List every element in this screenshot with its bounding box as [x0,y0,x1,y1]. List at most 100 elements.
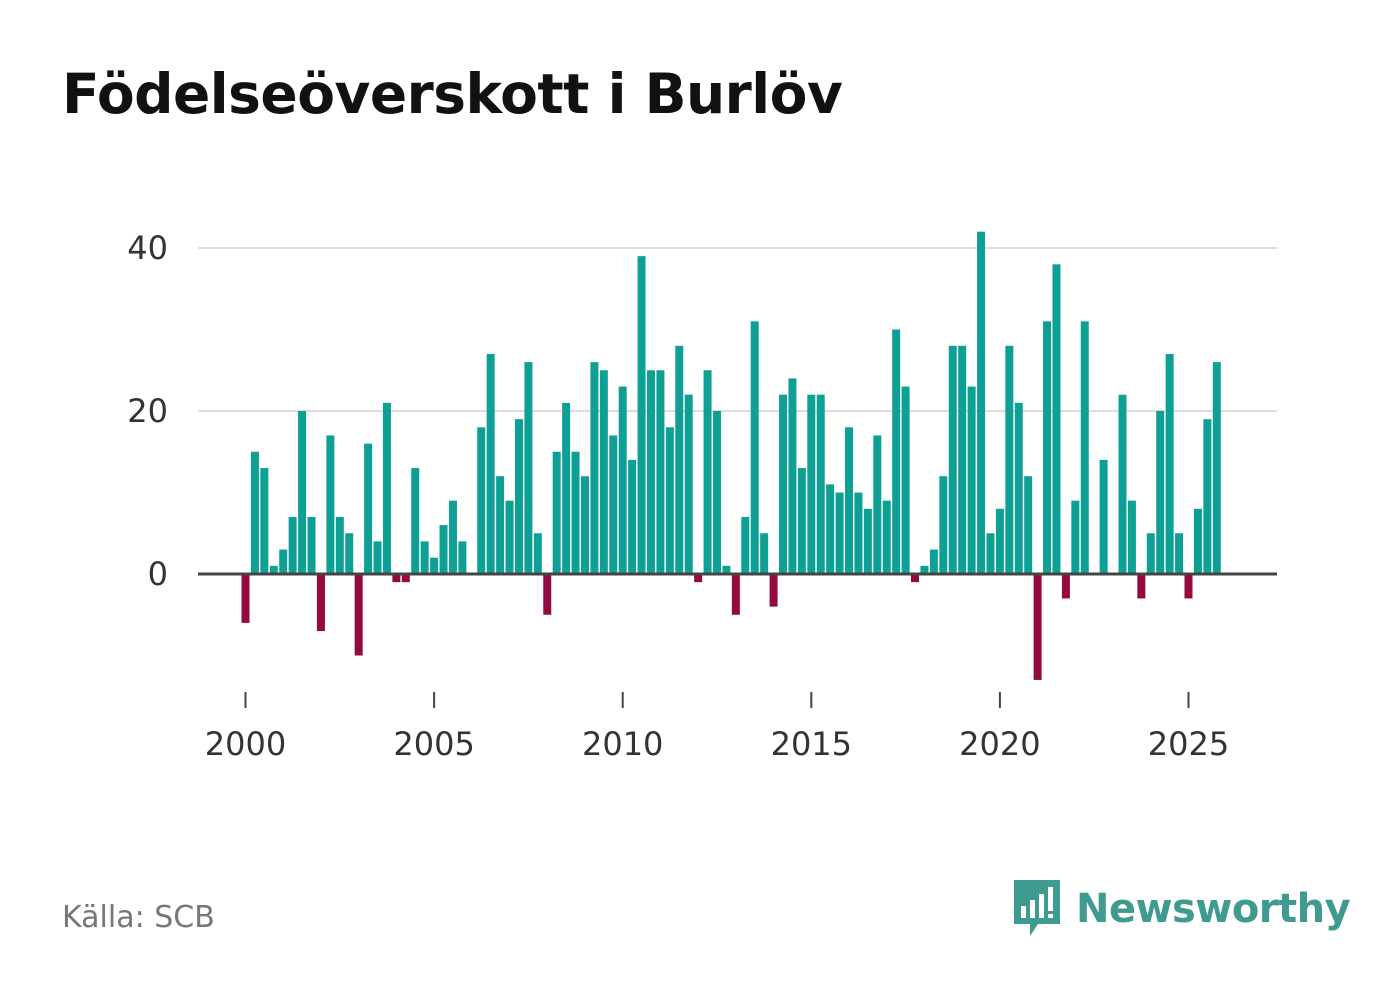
bar-2025 [1184,574,1193,599]
bar-2014.5 [788,378,797,574]
bar-2021.75 [1061,574,1070,599]
brand-name: Newsworthy [1076,886,1351,932]
bar-2023.25 [1118,394,1127,574]
bar-2003.5 [373,541,382,574]
source-note: Källa: SCB [62,900,215,935]
y-tick-label-20: 20 [127,392,168,430]
bar-2015.75 [835,492,844,574]
bar-2007 [505,500,514,574]
bar-2013.5 [750,321,759,574]
bar-2002 [316,574,325,632]
bar-2007.25 [514,419,523,574]
page-title: Födelseöverskott i Burlöv [62,62,843,126]
bar-2006.75 [496,476,505,574]
bar-2020 [995,508,1004,574]
bar-2024.25 [1156,411,1165,574]
bar-2019.75 [986,533,995,574]
bar-2002.75 [345,533,354,574]
bar-chart: 0 20 40 2000 2005 2010 2015 2020 2025 [127,229,1277,763]
bar-2010.5 [637,256,646,574]
x-tick-label-2020: 2020 [959,725,1040,763]
bar-2002.25 [326,435,335,574]
bar-2015.25 [816,394,825,574]
bar-2003.75 [382,402,391,574]
bar-2010 [618,386,627,574]
bar-2011 [656,370,665,574]
bar-2007.75 [533,533,542,574]
brand-logo: Newsworthy [1012,878,1351,940]
bar-2020.25 [1005,345,1014,574]
bar-2022 [1071,500,1080,574]
bar-2009.5 [599,370,608,574]
bar-2014 [769,574,778,607]
bar-2023.75 [1137,574,1146,599]
bar-2014.75 [797,468,806,574]
bar-2022.75 [1099,459,1108,574]
bar-2017.75 [911,574,920,583]
bar-2018.5 [939,476,948,574]
bar-2016 [845,427,854,574]
bar-2012.75 [722,565,731,574]
bar-2020.5 [1014,402,1023,574]
bar-2016.75 [873,435,882,574]
bar-2010.75 [646,370,655,574]
x-tick-label-2000: 2000 [205,725,286,763]
bar-2025.25 [1193,508,1202,574]
bar-2005 [430,557,439,574]
bar-2024.5 [1165,353,1174,574]
bar-2016.5 [863,508,872,574]
bar-2008.75 [571,451,580,574]
bar-2009 [580,476,589,574]
bar-2004.75 [420,541,429,574]
bar-2018.25 [929,549,938,574]
bar-2001.5 [298,411,307,574]
bar-2021.5 [1052,264,1061,574]
bar-2008 [543,574,552,615]
bar-2003 [354,574,363,656]
y-tick-label-40: 40 [127,229,168,267]
bar-2011.25 [665,427,674,574]
bar-2021.25 [1043,321,1052,574]
bar-2008.25 [552,451,561,574]
bar-2025.5 [1203,419,1212,574]
bar-2023.5 [1127,500,1136,574]
bar-2018.75 [948,345,957,574]
bar-2012.25 [703,370,712,574]
bar-2007.5 [524,362,533,574]
bar-2018 [920,565,929,574]
bar-2011.75 [684,394,693,574]
bar-2016.25 [854,492,863,574]
bar-2002.5 [335,516,344,574]
bar-2009.25 [590,362,599,574]
x-tick-label-2010: 2010 [582,725,663,763]
bar-2005.75 [458,541,467,574]
bar-2019.25 [967,386,976,574]
bar-2004.5 [411,468,420,574]
bar-2010.25 [628,459,637,574]
bar-2008.5 [562,402,571,574]
bar-2013 [731,574,740,615]
bar-2000.5 [260,468,269,574]
bar-2024.75 [1175,533,1184,574]
bar-2020.75 [1024,476,1033,574]
bar-2015 [807,394,816,574]
bar-2017.5 [901,386,910,574]
x-tick-label-2025: 2025 [1148,725,1229,763]
bar-2006.25 [477,427,486,574]
bar-2017.25 [892,329,901,574]
bar-2001 [279,549,288,574]
bar-2024 [1146,533,1155,574]
bar-2011.5 [675,345,684,574]
x-tick-label-2005: 2005 [393,725,474,763]
newsworthy-logo-icon [1014,880,1060,936]
bar-2015.5 [826,484,835,574]
bar-2006.5 [486,353,495,574]
bar-2001.25 [288,516,297,574]
bar-2019 [958,345,967,574]
bar-2004.25 [401,574,410,583]
bar-2000.25 [250,451,259,574]
bar-2022.25 [1080,321,1089,574]
x-tick-label-2015: 2015 [771,725,852,763]
bar-2019.5 [977,231,986,574]
bar-2014.25 [779,394,788,574]
